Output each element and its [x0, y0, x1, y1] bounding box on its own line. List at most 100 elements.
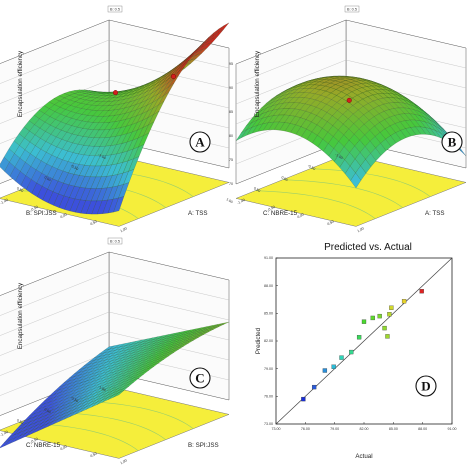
- reference-line: [275, 257, 453, 425]
- data-point: [401, 299, 407, 304]
- panel-tag-circle: [415, 375, 437, 397]
- surface-cell: [350, 172, 362, 189]
- x-axis-label: Actual: [355, 453, 372, 460]
- x-tick-label: 1.00: [120, 458, 128, 465]
- wall-gridline: [0, 291, 230, 336]
- data-point: [339, 355, 344, 360]
- y-tick-label: 0.00: [280, 175, 288, 182]
- data-point: [377, 313, 382, 319]
- panel-d-scatter: Predicted vs. Actual 73.00 76.00 79.00 82.00…: [255, 242, 457, 460]
- slice-legend-box: [107, 237, 123, 245]
- y-tick-label: 73.00: [264, 422, 273, 426]
- y-tick-label: 1.00: [225, 197, 233, 204]
- y-tick-label: 88.00: [264, 284, 273, 288]
- x-tick-label: 0.50: [90, 219, 98, 226]
- y-tick-label: 0.50: [16, 186, 24, 193]
- x-tick-label: 0.00: [60, 444, 68, 451]
- y-tick-label: -1.00: [97, 385, 106, 393]
- x-axis-label: A: TSS: [425, 210, 445, 217]
- slice-legend-text: B: 0.5: [347, 7, 357, 11]
- data-point: [361, 319, 367, 324]
- y-axis-label: Predicted: [255, 327, 262, 354]
- floor-contour: [310, 168, 431, 197]
- y-tick-label: -1.00: [97, 153, 106, 161]
- data-point: [382, 325, 387, 331]
- wall-gridline: [235, 39, 467, 85]
- y-tick-label: 0.50: [16, 418, 24, 425]
- x-tick-label: -1.00: [0, 198, 9, 205]
- x-tick-label: 88.00: [418, 427, 427, 431]
- slice-legend-text: B: 0.5: [110, 7, 120, 11]
- data-point: [385, 334, 390, 339]
- y-axis-label: B: SPI:JSS: [26, 210, 57, 217]
- z-axis-label: Encapsulation efficiency: [254, 50, 261, 117]
- z-tick-label: 75: [229, 158, 233, 162]
- floor-contour: [282, 179, 403, 208]
- surface-cell: [218, 22, 230, 33]
- panel-tag-circle: [441, 131, 463, 153]
- wall-gridline: [235, 59, 467, 105]
- panel-tag-circle: [189, 367, 211, 389]
- data-point: [322, 368, 328, 373]
- surface-panel-a: 70 75 80 85 90 95 -1.00 -0.50 0.00 0.50 1.00 1.00 0.…: [0, 5, 230, 233]
- z-tick-label: 70: [229, 182, 233, 186]
- wall-gridline: [0, 331, 230, 376]
- wall-gridline: [0, 271, 230, 316]
- x-tick-label: -1.00: [237, 198, 246, 205]
- panel-tag-circle: [189, 131, 211, 153]
- floor-contour: [255, 190, 376, 219]
- chart-title: Predicted vs. Actual: [324, 242, 412, 253]
- y-tick-label: 0.00: [43, 175, 51, 182]
- y-tick-label: 76.00: [264, 395, 273, 399]
- panel-tag-letter: C: [195, 371, 204, 386]
- design-point: [170, 73, 176, 79]
- panel-tag-letter: B: [448, 135, 457, 150]
- data-point: [311, 384, 317, 390]
- x-tick-label: 0.00: [60, 212, 68, 219]
- y-tick-label: 79.00: [264, 367, 273, 371]
- y-tick-label: 85.00: [264, 312, 273, 316]
- data-point: [389, 305, 394, 310]
- x-tick-label: 1.00: [357, 226, 365, 233]
- panel-tag-letter: D: [421, 379, 430, 394]
- x-tick-label: 0.50: [327, 219, 335, 226]
- x-axis-label: B: SPI:JSS: [188, 442, 219, 449]
- wall-gridline: [0, 79, 230, 124]
- data-point: [331, 364, 336, 369]
- surface-cell: [113, 390, 125, 398]
- design-point: [346, 97, 352, 103]
- z-tick-label: 80: [229, 134, 233, 138]
- contour-floor: [235, 154, 467, 227]
- z-tick-label: 95: [229, 62, 233, 66]
- y-tick-label: 82.00: [264, 339, 273, 343]
- data-point: [356, 335, 362, 340]
- y-tick-label: 0.50: [253, 186, 261, 193]
- z-tick-label: 90: [229, 86, 233, 90]
- y-tick-label: -0.50: [70, 164, 79, 172]
- y-tick-label: -0.50: [307, 164, 316, 172]
- surface-panel-b: 70 75 80 85 90 95 -1.00 -0.50 0.00 0.50 1.00 1.00 0.…: [225, 5, 467, 233]
- y-tick-label: 0.00: [43, 407, 51, 414]
- x-tick-label: -0.50: [267, 205, 276, 212]
- slice-legend-box: [344, 5, 360, 13]
- x-tick-label: -1.00: [0, 430, 9, 437]
- y-tick-label: -1.00: [334, 153, 343, 161]
- surface-panel-c: 707580859095-1.00-0.500.000.501.001.000.…: [0, 237, 230, 465]
- x-tick-label: 0.50: [90, 451, 98, 458]
- y-axis-label: C: NBRE-15: [263, 210, 298, 217]
- panel-tag-letter: A: [195, 135, 205, 150]
- data-point: [301, 396, 306, 402]
- z-axis-label: Encapsulation efficiency: [17, 50, 24, 117]
- data-point: [387, 312, 392, 317]
- z-tick-label: 85: [229, 110, 233, 114]
- y-axis-label: C: NBRE-15: [26, 442, 61, 449]
- x-tick-label: 85.00: [389, 427, 398, 431]
- x-tick-label: 73.00: [272, 427, 281, 431]
- y-tick-label: 91.00: [264, 256, 273, 260]
- x-tick-label: 79.00: [330, 427, 339, 431]
- z-axis-label: Encapsulation efficiency: [17, 282, 24, 349]
- x-axis-label: A: TSS: [188, 210, 208, 217]
- data-point: [419, 289, 424, 294]
- surface-cell: [113, 196, 125, 213]
- x-tick-label: 1.00: [120, 226, 128, 233]
